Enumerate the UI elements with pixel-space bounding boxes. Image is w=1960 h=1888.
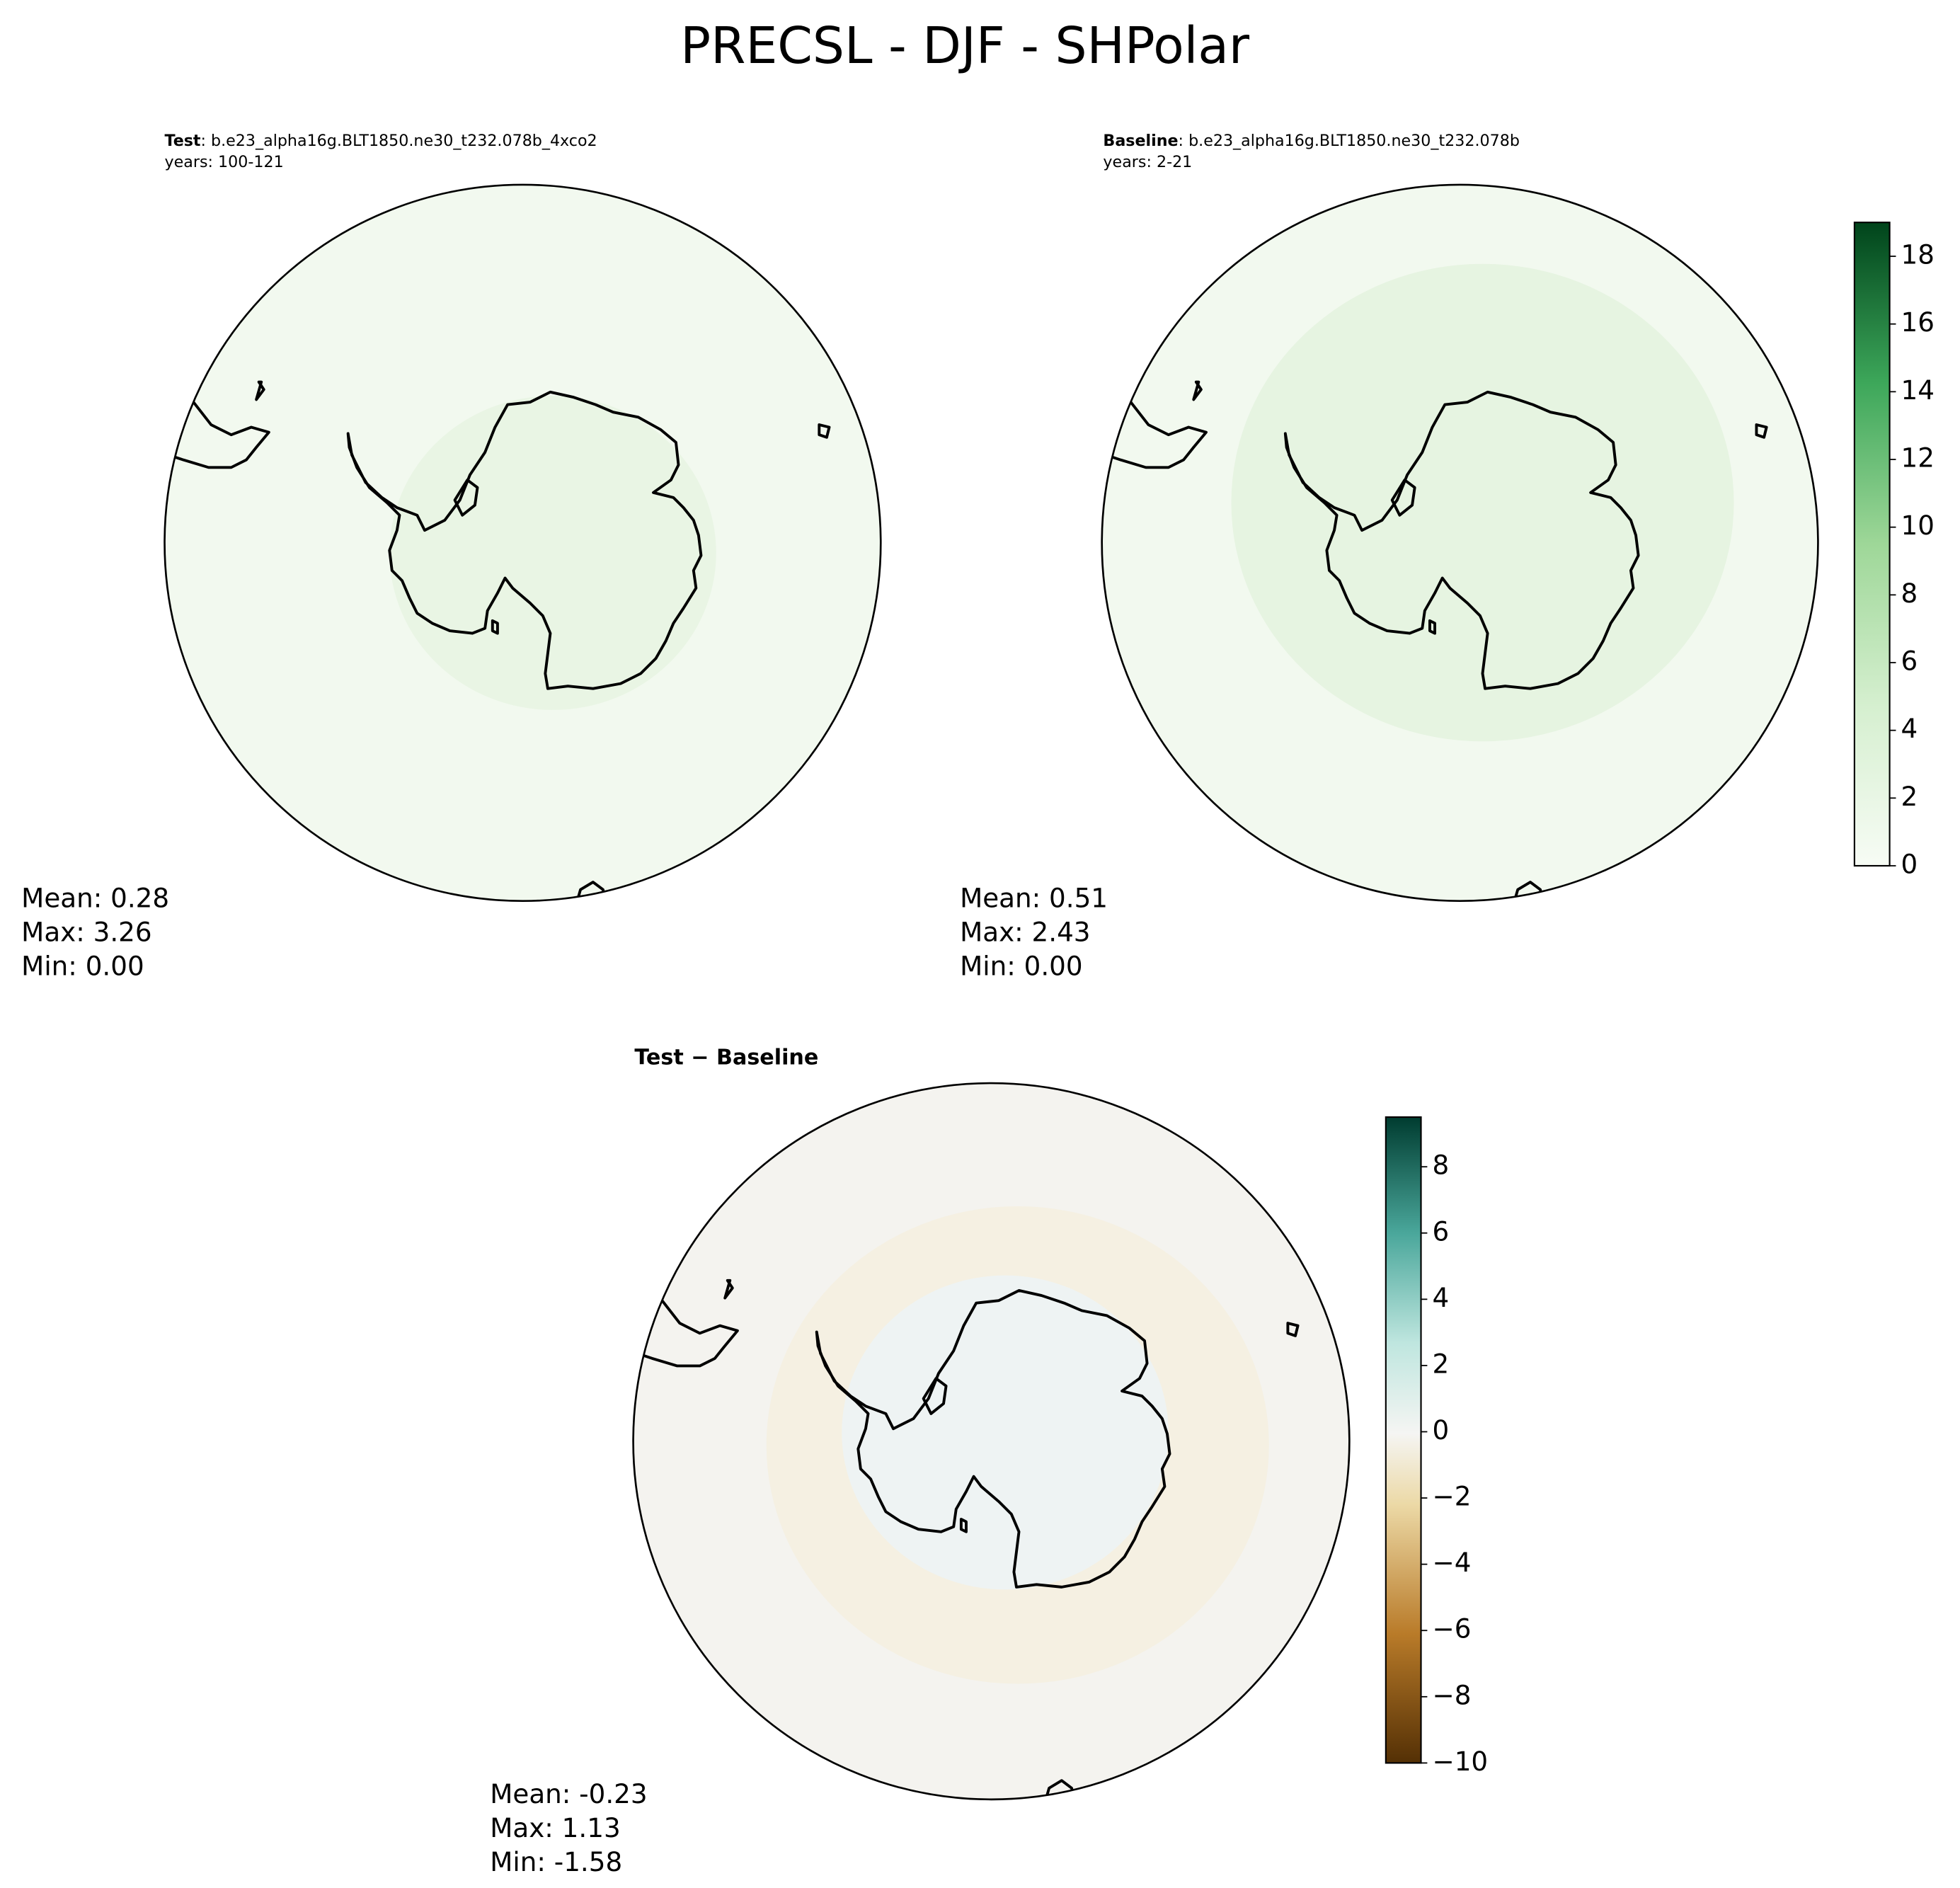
colorbar-tick-label: 0	[1901, 849, 1918, 880]
colorbar-tick-label: 8	[1433, 1150, 1450, 1181]
colorbar-tick-label: −2	[1433, 1481, 1472, 1512]
colorbar-tick-label: 14	[1901, 374, 1935, 406]
colorbar	[1385, 1116, 1422, 1764]
map-shading	[842, 1275, 1169, 1590]
stat-text: Min: -1.58	[490, 1846, 622, 1877]
stat-text: Max: 3.26	[21, 917, 151, 948]
stat-text: Max: 2.43	[960, 917, 1090, 948]
stat-text: Mean: 0.28	[21, 883, 169, 914]
stat-text: Max: 1.13	[490, 1812, 620, 1843]
stat-text: Mean: 0.51	[960, 883, 1108, 914]
stat-text: Min: 0.00	[21, 950, 144, 981]
panel-label: Baseline	[1103, 132, 1178, 150]
colorbar-tick-label: −10	[1433, 1746, 1489, 1777]
stat-text: Min: 0.00	[960, 950, 1082, 981]
map	[1101, 184, 1818, 901]
panel-header: Baseline: b.e23_alpha16g.BLT1850.ne30_t2…	[1103, 132, 1519, 150]
colorbar-tick-label: −4	[1433, 1547, 1472, 1578]
map	[633, 1083, 1350, 1800]
panel-case: : b.e23_alpha16g.BLT1850.ne30_t232.078b_…	[201, 132, 597, 150]
colorbar-tick-label: 6	[1433, 1215, 1450, 1247]
panel-years: years: 100-121	[165, 153, 284, 171]
colorbar-tick-label: 2	[1901, 781, 1918, 812]
panel-label: Test	[165, 132, 201, 150]
colorbar-tick-label: 12	[1901, 442, 1935, 474]
map-boundary	[1101, 183, 1819, 903]
map-shading	[389, 396, 716, 710]
panel-header: Test: b.e23_alpha16g.BLT1850.ne30_t232.0…	[165, 132, 597, 150]
figure-title: PRECSL - DJF - SHPolar	[680, 16, 1250, 75]
colorbar-tick-label: 4	[1433, 1282, 1450, 1313]
colorbar-tick-label: 4	[1901, 713, 1918, 744]
map	[164, 184, 881, 901]
colorbar-tick-label: 18	[1901, 239, 1935, 270]
map-boundary	[164, 183, 882, 903]
panel-case: : b.e23_alpha16g.BLT1850.ne30_t232.078b	[1179, 132, 1520, 150]
colorbar-tick-label: 10	[1901, 510, 1935, 541]
map-shading	[1231, 263, 1734, 742]
colorbar	[1853, 222, 1891, 867]
colorbar-tick-label: 2	[1433, 1348, 1450, 1379]
colorbar-tick-label: −8	[1433, 1679, 1472, 1710]
map-boundary	[632, 1082, 1351, 1801]
colorbar-tick-label: 6	[1901, 646, 1918, 677]
stat-text: Mean: -0.23	[490, 1778, 647, 1809]
panel-years: years: 2-21	[1103, 153, 1192, 171]
panel-label: Test − Baseline	[634, 1045, 818, 1070]
colorbar-tick-label: 16	[1901, 307, 1935, 338]
colorbar-tick-label: −6	[1433, 1613, 1472, 1644]
colorbar-tick-label: 8	[1901, 578, 1918, 609]
colorbar-tick-label: 0	[1433, 1414, 1450, 1446]
